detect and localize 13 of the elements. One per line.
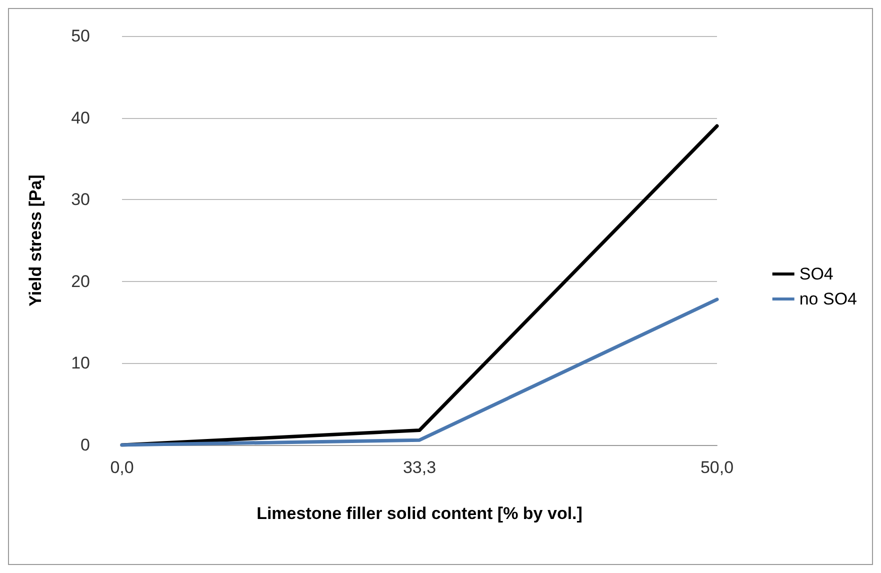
y-tick-label: 30 bbox=[71, 190, 90, 210]
x-tick-label: 33,3 bbox=[402, 458, 436, 477]
legend-label: no SO4 bbox=[799, 290, 858, 308]
y-axis-title: Yield stress [Pa] bbox=[26, 174, 45, 306]
y-tick-label: 50 bbox=[71, 26, 90, 46]
legend-label: SO4 bbox=[799, 264, 834, 284]
y-tick-label: 40 bbox=[71, 108, 90, 128]
y-tick-label: 0 bbox=[80, 436, 90, 454]
x-axis-title: Limestone filler solid content [% by vol.] bbox=[256, 504, 582, 523]
x-tick-label: 0,0 bbox=[110, 458, 134, 477]
x-tick-label: 50,0 bbox=[700, 458, 734, 477]
y-tick-label: 20 bbox=[71, 272, 90, 291]
y-tick-label: 10 bbox=[71, 354, 90, 373]
